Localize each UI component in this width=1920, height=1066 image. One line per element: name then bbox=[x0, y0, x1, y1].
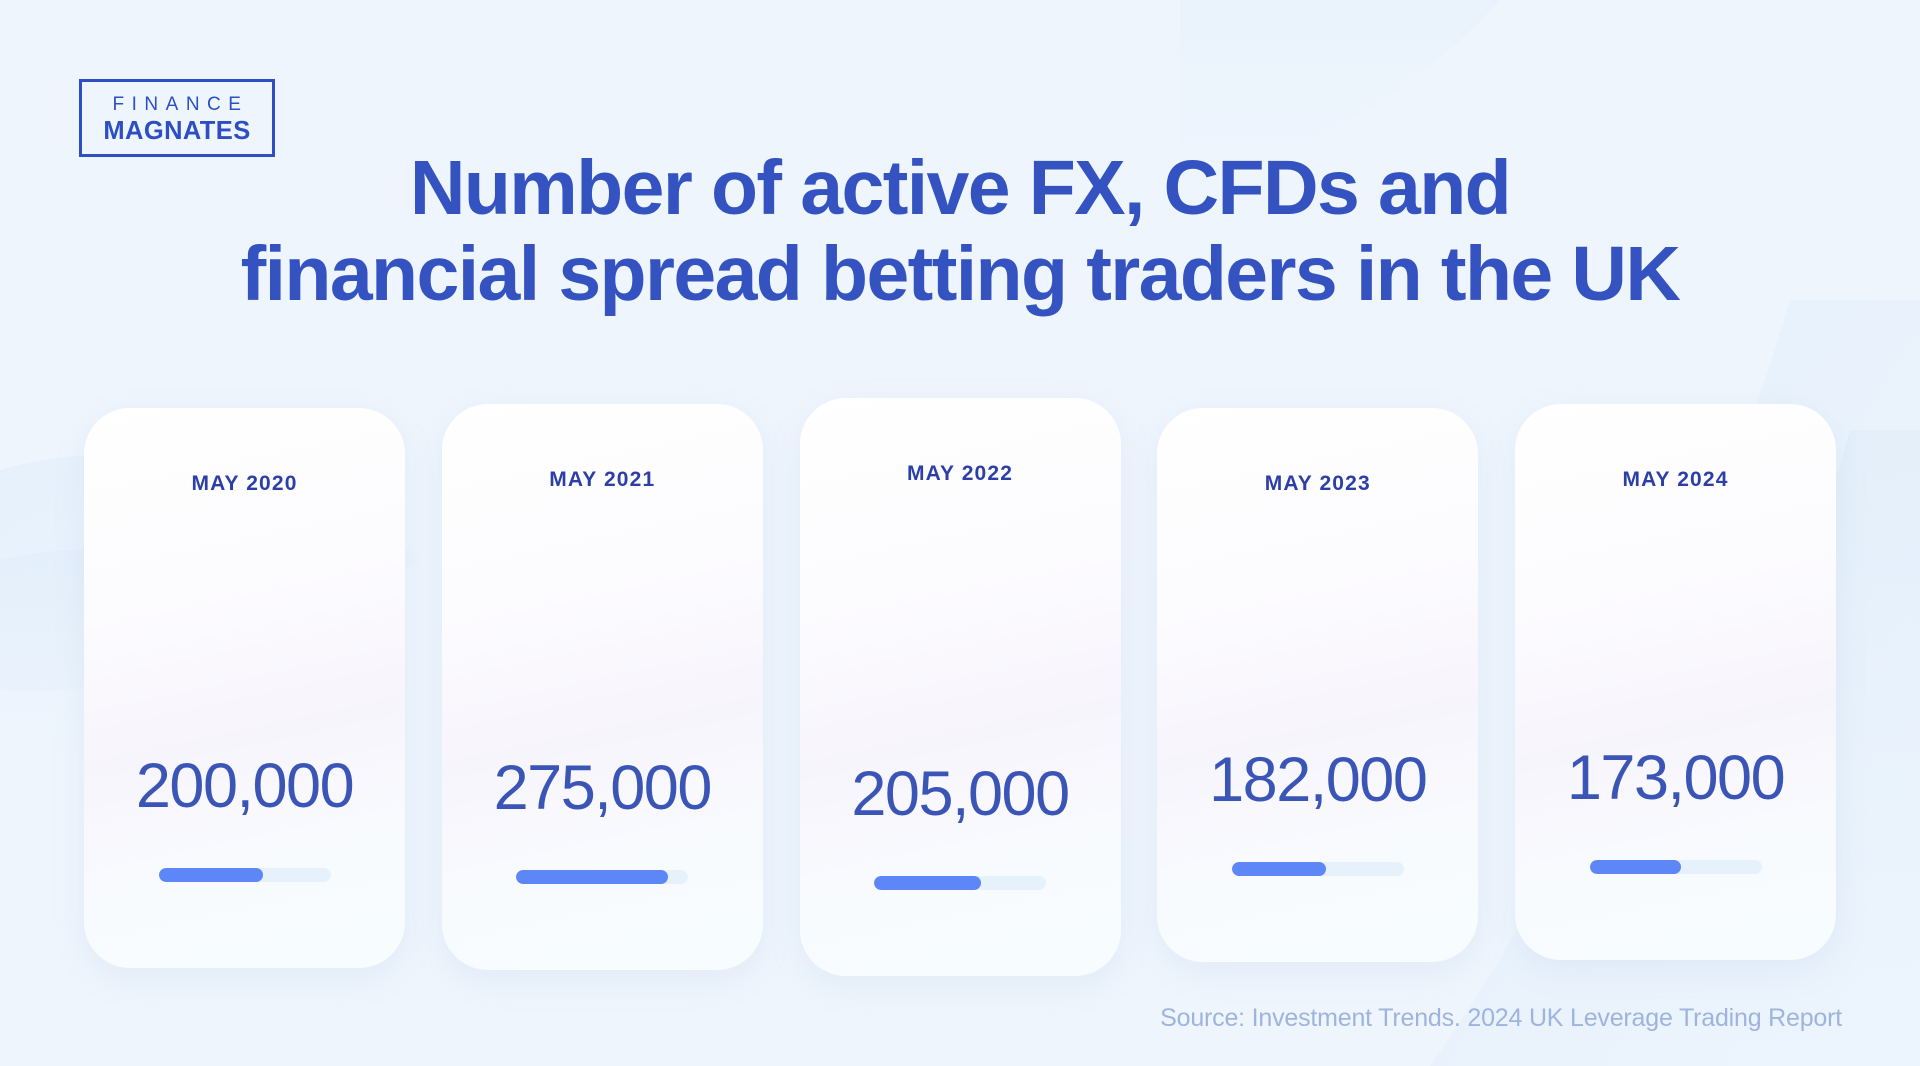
page-title: Number of active FX, CFDs and financial … bbox=[0, 145, 1920, 317]
stat-card: MAY 2020 200,000 bbox=[84, 408, 405, 968]
progress-track bbox=[158, 868, 331, 882]
progress-track bbox=[874, 876, 1046, 890]
card-value: 182,000 bbox=[1209, 745, 1428, 815]
card-period-label: MAY 2020 bbox=[191, 472, 298, 495]
card-period-label: MAY 2021 bbox=[549, 468, 656, 491]
card-period-label: MAY 2024 bbox=[1622, 468, 1729, 491]
stat-card-row: MAY 2020 200,000 MAY 2021 275,000 MAY 20… bbox=[84, 398, 1836, 976]
card-value: 275,000 bbox=[493, 753, 713, 823]
card-value: 205,000 bbox=[851, 759, 1070, 829]
source-attribution: Source: Investment Trends. 2024 UK Lever… bbox=[1160, 1004, 1842, 1032]
progress-fill bbox=[158, 868, 264, 882]
progress-fill bbox=[516, 870, 668, 884]
logo-top-text: FINANCE bbox=[112, 94, 249, 116]
progress-fill bbox=[874, 876, 981, 890]
title-line-1: Number of active FX, CFDs and bbox=[409, 145, 1512, 231]
card-period-label: MAY 2023 bbox=[1264, 472, 1371, 495]
finance-magnates-logo: FINANCE MAGNATES bbox=[79, 79, 275, 157]
progress-fill bbox=[1231, 862, 1327, 876]
stat-card: MAY 2023 182,000 bbox=[1157, 408, 1479, 962]
stat-card: MAY 2024 173,000 bbox=[1515, 404, 1836, 960]
card-value: 200,000 bbox=[135, 751, 355, 821]
card-period-label: MAY 2022 bbox=[906, 462, 1014, 485]
card-value: 173,000 bbox=[1566, 743, 1786, 813]
logo-bottom-text: MAGNATES bbox=[103, 116, 251, 145]
progress-track bbox=[516, 870, 689, 884]
title-line-2: financial spread betting traders in the … bbox=[240, 230, 1681, 317]
progress-track bbox=[1231, 862, 1404, 876]
progress-fill bbox=[1589, 860, 1681, 874]
progress-track bbox=[1589, 860, 1762, 874]
stat-card: MAY 2021 275,000 bbox=[441, 404, 763, 970]
stat-card: MAY 2022 205,000 bbox=[799, 398, 1121, 976]
